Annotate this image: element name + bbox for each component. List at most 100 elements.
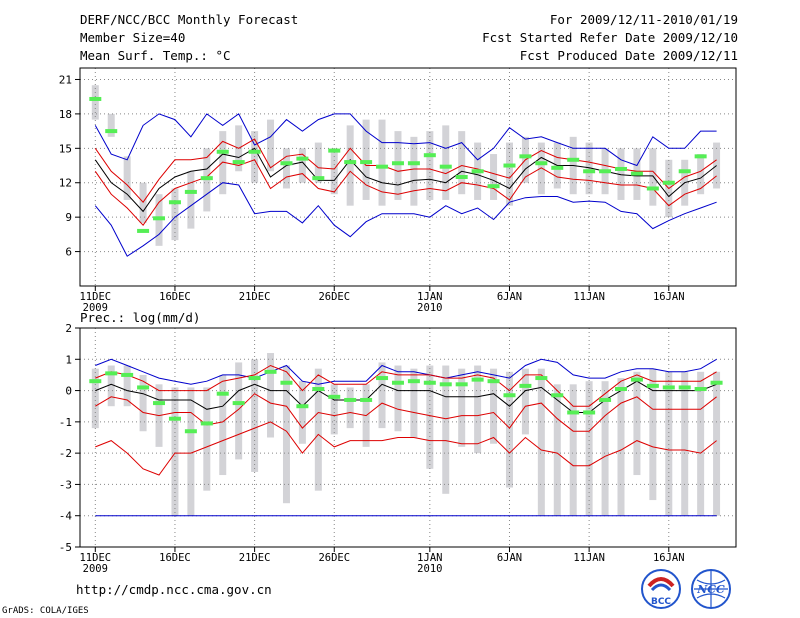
plot-frame <box>79 327 737 548</box>
observation-mark <box>105 129 118 134</box>
y-tick-label: 18 <box>59 108 72 121</box>
x-tick-label: 11DEC <box>79 291 111 303</box>
observation-mark <box>535 161 548 166</box>
x-tick-label: 21DEC <box>239 552 271 564</box>
member-size: Member Size=40 <box>80 30 186 45</box>
observation-mark <box>455 175 468 179</box>
observation-mark <box>471 377 484 382</box>
ensemble-box <box>107 365 115 407</box>
min-line <box>94 182 717 257</box>
ensemble-box <box>282 365 290 504</box>
observation-mark <box>153 401 166 406</box>
ensemble-box <box>633 371 641 476</box>
ensemble-box <box>442 365 450 494</box>
y-tick-label: 0 <box>65 385 72 398</box>
ncc-logo-text: NCC <box>696 583 725 596</box>
x-tick-label: 11JAN <box>573 552 605 564</box>
observation-mark <box>168 200 181 205</box>
observation-mark <box>487 379 500 384</box>
ensemble-box <box>267 119 275 172</box>
observation-mark <box>599 397 612 402</box>
x-tick-label: 26DEC <box>318 552 350 564</box>
observation-mark <box>614 166 627 171</box>
ensemble-box <box>394 131 402 200</box>
observation-mark <box>360 160 373 165</box>
observation-mark <box>105 371 118 376</box>
y-tick-label: 1 <box>65 353 72 366</box>
observation-mark <box>630 377 643 382</box>
observation-mark <box>503 393 516 398</box>
observation-mark <box>567 157 580 162</box>
observation-mark <box>439 164 452 169</box>
ensemble-box <box>314 368 322 491</box>
observation-mark <box>232 401 245 406</box>
ensemble-box <box>107 113 115 137</box>
ensemble-box <box>219 374 227 476</box>
observation-mark <box>710 380 723 385</box>
observation-mark <box>551 165 564 170</box>
y-tick-label: -1 <box>59 416 72 429</box>
ensemble-box <box>123 365 131 407</box>
y-tick-label: -4 <box>59 510 73 523</box>
ensemble-box <box>171 387 179 516</box>
ensemble-box <box>426 131 434 200</box>
ensemble-box <box>697 371 705 516</box>
observation-mark <box>519 154 532 159</box>
ensemble-box <box>267 353 275 438</box>
observation-mark <box>678 385 691 390</box>
ensemble-box <box>410 368 418 438</box>
observation-mark <box>184 429 197 434</box>
ensemble-box <box>298 148 306 183</box>
ensemble-box <box>521 368 529 435</box>
y-tick-label: -3 <box>59 478 72 491</box>
ensemble-box <box>505 142 513 206</box>
ensemble-box <box>490 368 498 444</box>
observation-mark <box>487 184 500 189</box>
observation-mark <box>89 379 102 384</box>
x-tick-label: 1JAN <box>417 552 442 564</box>
observation-mark <box>296 156 309 161</box>
ensemble-box <box>187 387 195 516</box>
ensemble-box <box>171 188 179 241</box>
ensemble-box <box>617 378 625 516</box>
ensemble-box <box>474 365 482 454</box>
observation-mark <box>184 189 197 194</box>
p90-line <box>94 138 717 203</box>
observation-mark <box>344 160 357 165</box>
ensemble-box <box>378 362 386 429</box>
ensemble-box <box>505 371 513 488</box>
observation-mark <box>678 169 691 174</box>
y-tick-label: 12 <box>59 177 72 190</box>
ensemble-box <box>235 362 243 460</box>
observation-mark <box>391 161 404 166</box>
observation-mark <box>376 164 389 169</box>
variable-label: Mean Surf. Temp.: °C <box>80 48 231 63</box>
max-line <box>95 358 717 385</box>
observation-mark <box>423 380 436 385</box>
y-tick-label: -5 <box>59 541 72 554</box>
ensemble-box <box>91 368 99 429</box>
observation-mark <box>153 216 166 221</box>
ensemble-box <box>91 85 99 120</box>
ensemble-box <box>601 381 609 516</box>
observation-mark <box>407 379 420 384</box>
ensemble-box <box>697 154 705 195</box>
ensemble-box <box>713 371 721 516</box>
x-tick-year: 2010 <box>417 563 442 575</box>
observation-mark <box>646 186 659 191</box>
ensemble-box <box>346 387 354 429</box>
source-url[interactable]: http://cmdp.ncc.cma.gov.cn <box>76 582 272 597</box>
ensemble-box <box>298 381 306 444</box>
observation-mark <box>280 161 293 166</box>
observation-mark <box>264 369 277 374</box>
forecast-start-date: Fcst Started Refer Date 2009/12/10 <box>482 30 738 45</box>
x-tick-year: 2010 <box>417 302 442 314</box>
observation-mark <box>583 169 596 174</box>
x-tick-label: 26DEC <box>318 291 350 303</box>
ensemble-box <box>569 384 577 516</box>
y-tick-label: 21 <box>59 73 72 86</box>
chart-title: DERF/NCC/BCC Monthly Forecast <box>80 12 299 27</box>
